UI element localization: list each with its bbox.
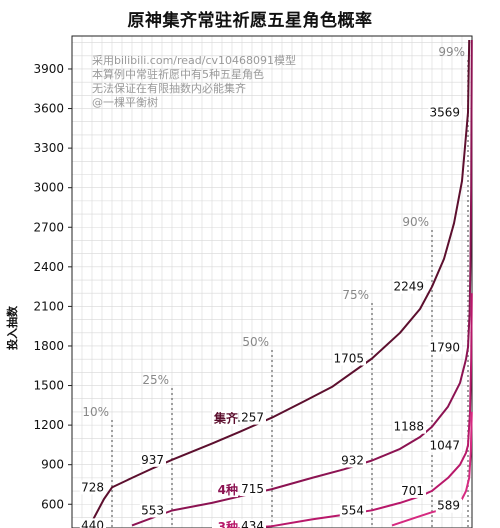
data-label: 553: [141, 503, 164, 517]
note-author: @一棵平衡树: [92, 96, 158, 109]
y-tick-label: 1200: [33, 418, 64, 432]
data-label-bg: [79, 480, 106, 495]
data-label-bg: [339, 453, 366, 468]
data-label: 2249: [393, 280, 424, 294]
data-label: 434: [241, 519, 264, 528]
y-tick-label: 3900: [33, 62, 64, 76]
note-source: 采用bilibili.com/read/cv10468091模型: [92, 54, 297, 67]
series-name-bg: [212, 519, 238, 528]
percentile-marker-label: 99%: [438, 45, 465, 59]
percentile-marker-label: 25%: [142, 373, 169, 387]
y-tick-label: 3300: [33, 141, 64, 155]
series-name-label: 集齐: [213, 411, 239, 426]
data-label: 1257: [233, 411, 264, 425]
y-tick-label: 900: [41, 458, 64, 472]
series-name-label: 4种: [218, 482, 238, 497]
percentile-marker-label: 50%: [242, 335, 269, 349]
data-label-bg: [399, 483, 426, 498]
y-tick-label: 600: [41, 497, 64, 511]
data-label-bg: [79, 518, 106, 528]
data-label-bg: [139, 452, 166, 467]
data-label-bg: [239, 482, 266, 497]
percentile-marker-label: 90%: [402, 215, 429, 229]
data-label-bg: [428, 105, 462, 120]
series-name-bg: [212, 482, 238, 498]
data-label-bg: [392, 279, 426, 294]
data-label: 554: [341, 503, 364, 517]
percentile-marker-label: 10%: [82, 405, 109, 419]
data-label-bg: [339, 503, 366, 518]
data-label: 715: [241, 482, 264, 496]
data-label-bg: [392, 419, 426, 434]
series-line-all: [89, 39, 471, 526]
y-tick-label: 3600: [33, 102, 64, 116]
data-label-bg: [435, 498, 462, 513]
series-line-four: [131, 39, 473, 527]
data-label: 589: [437, 499, 460, 513]
data-label: 728: [81, 480, 104, 494]
percentile-marker-label: 75%: [342, 288, 369, 302]
data-label: 1790: [429, 340, 460, 354]
data-label: 701: [401, 484, 424, 498]
y-tick-label: 1500: [33, 379, 64, 393]
data-label-bg: [232, 410, 266, 425]
data-label: 3569: [429, 106, 460, 120]
note-no-guarantee: 无法保证在有限抽数内必能集齐: [92, 82, 246, 95]
data-label-bg: [428, 438, 462, 453]
data-label-bg: [239, 519, 266, 528]
data-label: 1188: [393, 420, 424, 434]
plot-frame: [71, 35, 473, 528]
series-name-label: 3种: [218, 519, 238, 528]
data-label: 1047: [429, 438, 460, 452]
data-label: 932: [341, 453, 364, 467]
data-label: 937: [141, 453, 164, 467]
data-label-bg: [139, 503, 166, 518]
note-five-characters: 本算例中常驻祈愿中有5种五星角色: [92, 68, 264, 81]
y-tick-label: 2400: [33, 260, 64, 274]
y-tick-label: 2100: [33, 299, 64, 313]
data-label-bg: [428, 340, 462, 355]
chart-title: 原神集齐常驻祈愿五星角色概率: [127, 11, 373, 31]
series-line-three: [231, 293, 473, 528]
y-tick-label: 2700: [33, 220, 64, 234]
series-name-bg: [212, 410, 238, 426]
y-tick-label: 3000: [33, 181, 64, 195]
y-tick-label: 1800: [33, 339, 64, 353]
data-label: 440: [81, 518, 104, 528]
data-label: 1705: [333, 352, 364, 366]
data-label-bg: [332, 351, 366, 366]
